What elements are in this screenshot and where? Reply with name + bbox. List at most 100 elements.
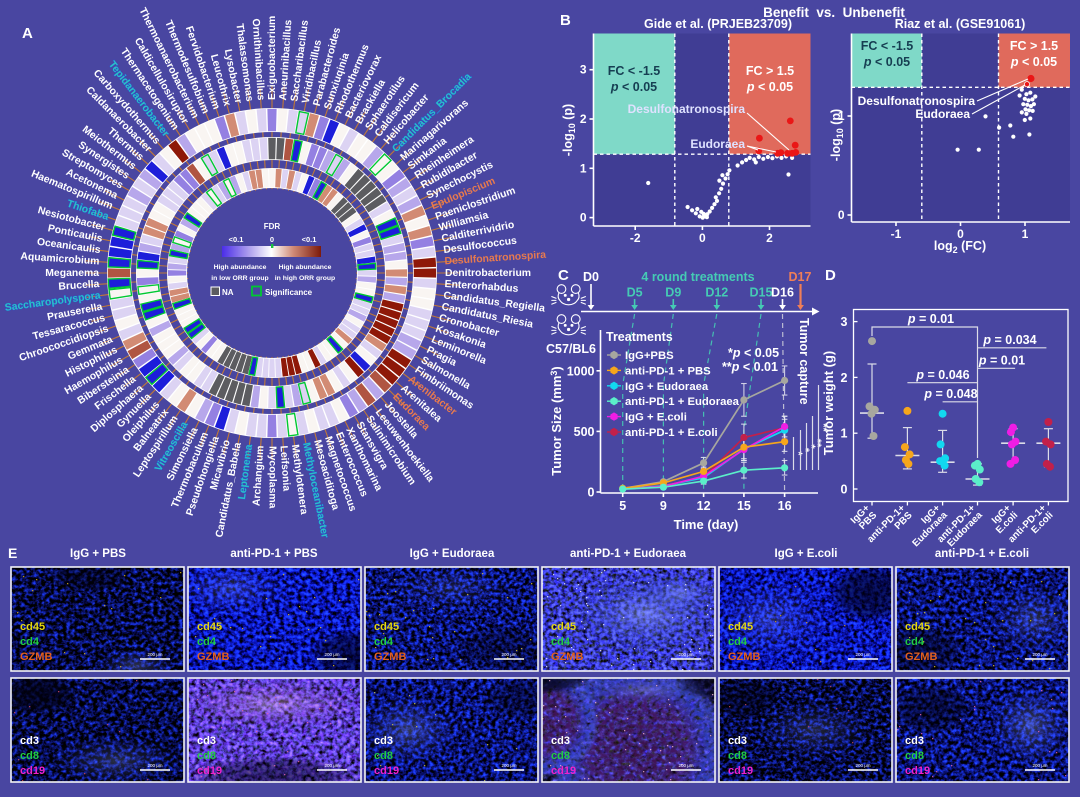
svg-text:500: 500 <box>574 425 595 439</box>
svg-text:cd45: cd45 <box>905 621 930 633</box>
svg-text:anti-PD-1 + Eudoraea: anti-PD-1 + Eudoraea <box>625 396 740 408</box>
svg-text:Brucella: Brucella <box>58 279 100 293</box>
svg-text:in high ORR group: in high ORR group <box>275 275 335 282</box>
svg-text:cd8: cd8 <box>728 750 747 762</box>
svg-text:GZMB: GZMB <box>728 651 760 663</box>
svg-text:p = 0.048: p = 0.048 <box>923 387 977 401</box>
svg-text:15: 15 <box>737 499 751 513</box>
svg-text:*p < 0.05: *p < 0.05 <box>728 346 779 360</box>
svg-text:Desulfonatronospira: Desulfonatronospira <box>858 94 976 108</box>
svg-text:Desulfonatronospira: Desulfonatronospira <box>628 102 746 116</box>
svg-text:Ornithinibacillus: Ornithinibacillus <box>250 18 266 101</box>
svg-text:3: 3 <box>841 315 848 329</box>
svg-text:FC > 1.5: FC > 1.5 <box>1010 39 1058 53</box>
svg-text:cd19: cd19 <box>728 765 753 777</box>
svg-text:Archangium: Archangium <box>251 445 266 506</box>
svg-text:0: 0 <box>841 483 848 497</box>
svg-text:Tumor capture: Tumor capture <box>797 318 811 405</box>
svg-text:Treatments: Treatments <box>606 330 673 344</box>
svg-text:cd45: cd45 <box>728 621 753 633</box>
svg-text:Eudoraea: Eudoraea <box>915 107 970 121</box>
svg-text:anti-PD-1 + PBS: anti-PD-1 + PBS <box>625 365 711 377</box>
svg-text:GZMB: GZMB <box>374 651 406 663</box>
svg-text:1000: 1000 <box>567 364 595 378</box>
svg-text:Meganema: Meganema <box>45 268 99 279</box>
svg-text:p = 0.01: p = 0.01 <box>907 312 954 326</box>
svg-text:<0.1: <0.1 <box>229 235 244 244</box>
svg-text:1: 1 <box>841 427 848 441</box>
svg-text:cd3: cd3 <box>197 735 216 747</box>
svg-text:p < 0.05: p < 0.05 <box>610 80 657 94</box>
svg-text:anti-PD-1 + E.coli: anti-PD-1 + E.coli <box>625 427 718 439</box>
svg-text:C57/BL6: C57/BL6 <box>546 342 596 356</box>
svg-text:200 μm: 200 μm <box>855 763 870 768</box>
svg-text:A: A <box>22 25 33 42</box>
svg-text:Eudoraea: Eudoraea <box>690 137 745 151</box>
svg-text:-log10 (p): -log10 (p) <box>561 104 577 156</box>
svg-text:*: * <box>792 451 804 456</box>
svg-text:cd4: cd4 <box>728 636 748 648</box>
svg-text:D15: D15 <box>750 286 773 300</box>
svg-text:200 μm: 200 μm <box>855 652 870 657</box>
svg-text:0: 0 <box>580 211 587 225</box>
svg-text:**: ** <box>817 423 829 432</box>
svg-text:cd4: cd4 <box>551 636 571 648</box>
svg-text:0: 0 <box>838 208 845 222</box>
svg-text:cd3: cd3 <box>374 735 393 747</box>
svg-text:200 μm: 200 μm <box>324 763 339 768</box>
svg-text:0: 0 <box>957 227 964 241</box>
svg-text:2: 2 <box>841 371 848 385</box>
svg-text:anti-PD-1 + Eudoraea: anti-PD-1 + Eudoraea <box>570 548 687 560</box>
svg-text:D16: D16 <box>771 286 794 300</box>
svg-text:cd45: cd45 <box>20 621 45 633</box>
svg-text:Significance: Significance <box>265 288 313 297</box>
svg-text:D5: D5 <box>627 286 643 300</box>
svg-text:cd19: cd19 <box>905 765 930 777</box>
svg-text:IgG + E.coli: IgG + E.coli <box>775 548 838 560</box>
svg-text:200 μm: 200 μm <box>324 652 339 657</box>
svg-text:cd8: cd8 <box>20 750 39 762</box>
svg-text:9: 9 <box>660 499 667 513</box>
svg-text:in low ORR group: in low ORR group <box>211 275 268 282</box>
svg-text:cd19: cd19 <box>197 765 222 777</box>
svg-text:2: 2 <box>580 112 587 126</box>
svg-text:16: 16 <box>778 499 792 513</box>
svg-text:NA: NA <box>222 288 234 297</box>
svg-text:D9: D9 <box>665 286 681 300</box>
svg-text:FDR: FDR <box>264 222 281 231</box>
svg-text:3: 3 <box>580 63 587 77</box>
svg-text:cd8: cd8 <box>374 750 393 762</box>
svg-text:Riaz et al. (GSE91061): Riaz et al. (GSE91061) <box>895 17 1026 31</box>
svg-text:D17: D17 <box>789 270 812 284</box>
svg-text:cd8: cd8 <box>197 750 216 762</box>
svg-text:cd45: cd45 <box>197 621 222 633</box>
svg-text:Enterorhabdus: Enterorhabdus <box>444 279 519 295</box>
svg-text:cd45: cd45 <box>551 621 576 633</box>
svg-text:cd8: cd8 <box>905 750 924 762</box>
svg-text:**: ** <box>811 439 823 448</box>
svg-text:GZMB: GZMB <box>20 651 52 663</box>
svg-text:-1: -1 <box>891 227 902 241</box>
svg-text:*: * <box>799 448 811 453</box>
svg-text:D0: D0 <box>583 270 599 284</box>
svg-text:*: * <box>805 444 817 449</box>
svg-text:IgG + E.coli: IgG + E.coli <box>625 412 687 424</box>
svg-text:IgG + PBS: IgG + PBS <box>70 548 126 560</box>
svg-text:Denitrobacterium: Denitrobacterium <box>445 268 531 279</box>
svg-text:GZMB: GZMB <box>905 651 937 663</box>
svg-text:**p < 0.01: **p < 0.01 <box>722 360 778 374</box>
svg-text:200 μm: 200 μm <box>147 652 162 657</box>
svg-text:0: 0 <box>699 231 706 245</box>
svg-text:p = 0.01: p = 0.01 <box>978 354 1025 368</box>
svg-text:2: 2 <box>766 231 773 245</box>
svg-text:GZMB: GZMB <box>551 651 583 663</box>
svg-text:200 μm: 200 μm <box>501 652 516 657</box>
svg-text:cd4: cd4 <box>197 636 217 648</box>
svg-text:B: B <box>560 12 571 29</box>
svg-text:200 μm: 200 μm <box>147 763 162 768</box>
svg-text:4 round treatments: 4 round treatments <box>641 270 754 284</box>
svg-text:p < 0.05: p < 0.05 <box>863 55 910 69</box>
svg-text:IgG + Eudoraea: IgG + Eudoraea <box>625 381 709 393</box>
svg-text:200 μm: 200 μm <box>501 763 516 768</box>
svg-text:Exiguobacterium: Exiguobacterium <box>267 16 278 100</box>
